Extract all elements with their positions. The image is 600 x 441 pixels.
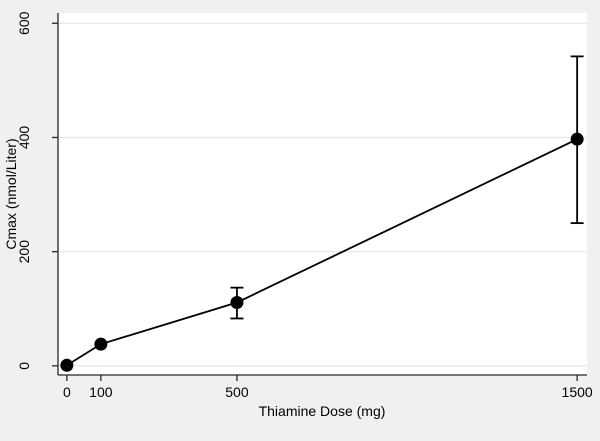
y-tick-label: 600 [16,11,32,35]
series-line [66,138,578,367]
gridline-layer [59,22,587,367]
y-tick-label: 0 [16,362,32,370]
data-point-marker [230,295,244,309]
x-tick-label: 1500 [562,384,593,400]
y-tick-label: 200 [16,240,32,264]
y-axis-title: Cmax (nmol/Liter) [3,138,19,249]
plot-area [58,13,587,375]
data-point-marker [94,337,108,351]
x-tick-label: 100 [89,384,113,400]
y-tick-label: 400 [16,126,32,150]
x-axis-title: Thiamine Dose (mg) [259,403,386,419]
axes-layer: 0 200 400 600 0 100 500 1500 [16,11,593,400]
x-tick-label: 0 [63,384,71,400]
x-tick-label: 500 [225,384,249,400]
series-layer [60,55,584,372]
data-point-marker [60,358,74,372]
data-point-marker [570,132,584,146]
